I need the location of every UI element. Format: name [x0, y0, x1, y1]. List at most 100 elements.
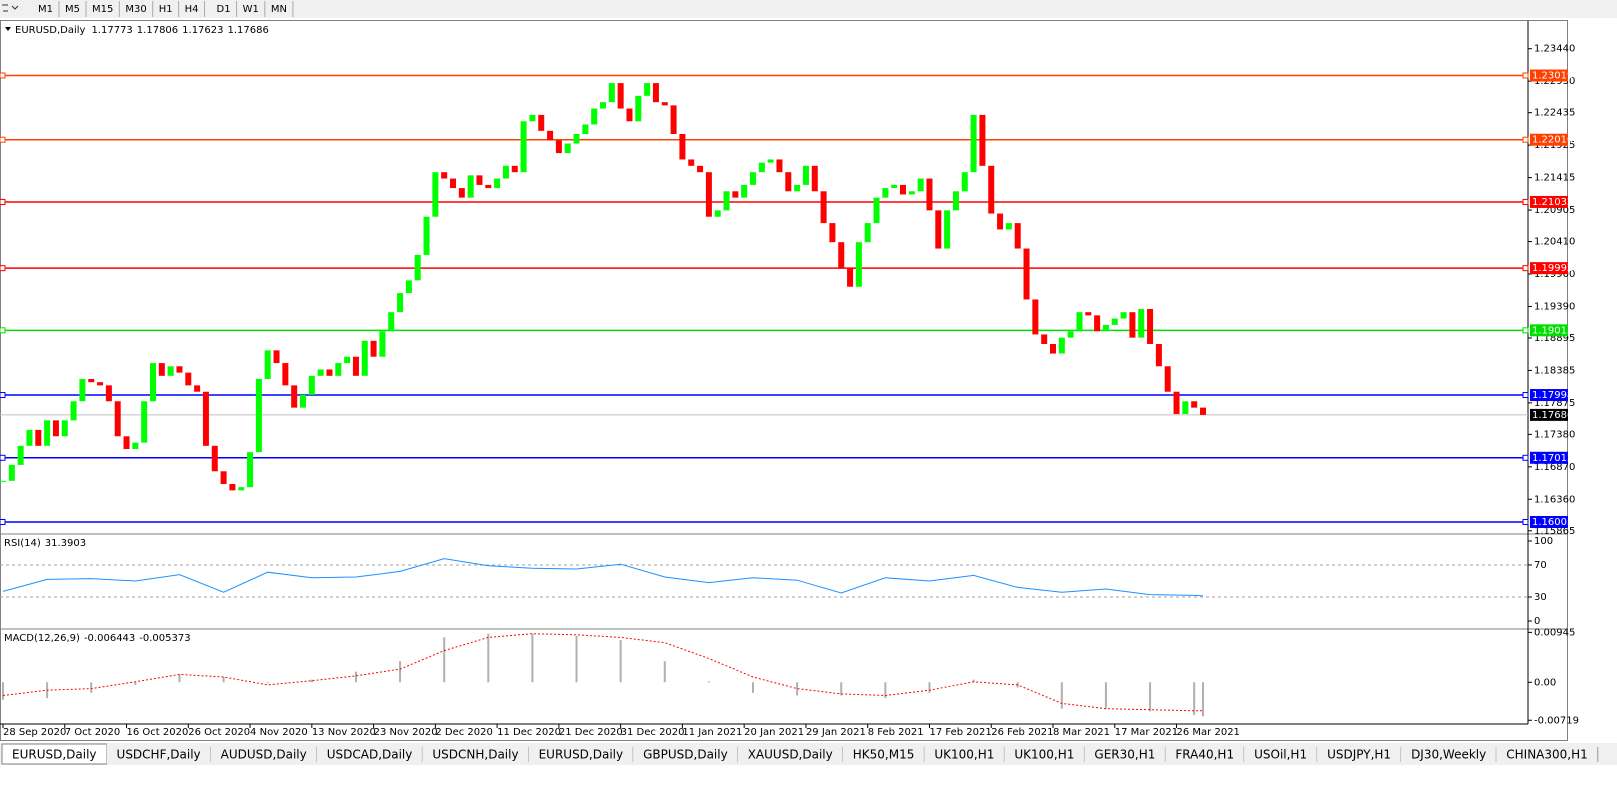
- tab-label[interactable]: USOil,H1: [1254, 748, 1307, 762]
- tab-label[interactable]: HK50,M15: [853, 748, 915, 762]
- candle: [326, 369, 333, 376]
- tab-background[interactable]: [737, 744, 843, 764]
- tab-label[interactable]: EURUSD,Daily: [12, 748, 97, 762]
- timeframe-label[interactable]: D1: [217, 4, 231, 15]
- level-handle[interactable]: [1522, 72, 1529, 79]
- tab-background[interactable]: [1004, 744, 1085, 764]
- candle: [820, 191, 827, 224]
- tab-background[interactable]: [924, 744, 1005, 764]
- level-handle[interactable]: [0, 265, 6, 272]
- timeframe-label[interactable]: MN: [271, 4, 287, 15]
- title-arrow[interactable]: [5, 27, 11, 31]
- level-handle[interactable]: [0, 454, 6, 461]
- tab-background[interactable]: [1165, 744, 1245, 764]
- timeframe-label[interactable]: M1: [38, 4, 53, 15]
- level-handle[interactable]: [0, 392, 6, 399]
- timeframe-label[interactable]: W1: [243, 4, 259, 15]
- tab-background[interactable]: [1317, 744, 1402, 764]
- level-handle[interactable]: [0, 198, 6, 205]
- tab-label[interactable]: DJ30,Weekly: [1411, 748, 1486, 762]
- macd-bar: [972, 679, 975, 683]
- level-handle[interactable]: [0, 518, 6, 525]
- timeframe-label[interactable]: M15: [92, 4, 113, 15]
- timeframe-button[interactable]: H1: [159, 1, 180, 17]
- symbol-tab[interactable]: UK100,H1: [1004, 744, 1085, 764]
- level-handle[interactable]: [1522, 518, 1529, 525]
- level-handle[interactable]: [1522, 136, 1529, 143]
- tab-background[interactable]: [1401, 744, 1497, 764]
- timeframe-button[interactable]: M15: [92, 1, 120, 17]
- symbol-tab[interactable]: USDCAD,Daily: [316, 744, 423, 764]
- symbol-tab[interactable]: USDCNH,Daily: [422, 744, 530, 764]
- level-handle[interactable]: [0, 136, 6, 143]
- level-handle[interactable]: [0, 327, 6, 334]
- tab-label[interactable]: GER30,H1: [1094, 748, 1155, 762]
- symbol-tab[interactable]: AUDUSD,Daily: [210, 744, 318, 764]
- timeframe-label[interactable]: H1: [159, 4, 173, 15]
- level-handle[interactable]: [1522, 198, 1529, 205]
- level-handle[interactable]: [1522, 265, 1529, 272]
- candle: [573, 134, 580, 144]
- candle: [335, 363, 342, 376]
- candle: [255, 379, 262, 453]
- tab-label[interactable]: CHINA300,H1: [1506, 748, 1588, 762]
- timeframe-button[interactable]: W1: [243, 1, 266, 17]
- candle: [344, 356, 351, 364]
- timeframe-button[interactable]: M30: [125, 1, 154, 17]
- tab-background[interactable]: [210, 744, 317, 764]
- tab-background[interactable]: [316, 744, 423, 764]
- tab-label[interactable]: AUDUSD,Daily: [221, 748, 307, 762]
- quote-value: 1.17623: [182, 25, 223, 36]
- symbol-tab[interactable]: EURUSD,Daily: [1, 743, 108, 765]
- candle: [52, 420, 59, 437]
- tab-background[interactable]: [106, 744, 211, 764]
- level-handle[interactable]: [1522, 327, 1529, 334]
- tab-label[interactable]: FRA40,H1: [1175, 748, 1234, 762]
- tab-background[interactable]: [842, 744, 925, 764]
- tab-label[interactable]: GBPUSD,Daily: [643, 748, 728, 762]
- tab-label[interactable]: XAUUSD,Daily: [748, 748, 833, 762]
- symbol-tab[interactable]: USOil,H1: [1244, 744, 1318, 764]
- quote-value: 1.17773: [91, 25, 132, 36]
- symbol-tab[interactable]: CHINA300,H1: [1496, 744, 1599, 764]
- tab-background[interactable]: [1496, 744, 1598, 764]
- tab-label[interactable]: USDCHF,Daily: [117, 748, 201, 762]
- level-handle[interactable]: [0, 72, 6, 79]
- timeframe-button[interactable]: MN: [271, 1, 294, 17]
- timeframe-label[interactable]: H4: [185, 4, 199, 15]
- tab-background[interactable]: [528, 744, 634, 764]
- level-handle[interactable]: [1522, 454, 1529, 461]
- last-price-box: [1530, 408, 1568, 421]
- tab-label[interactable]: UK100,H1: [1014, 748, 1074, 762]
- symbol-tab[interactable]: USDJPY,H1: [1317, 744, 1402, 764]
- symbol-tab[interactable]: UK100,H1: [924, 744, 1005, 764]
- symbol-tab[interactable]: XAUUSD,Daily: [737, 744, 844, 764]
- tab-label[interactable]: USDCNH,Daily: [432, 748, 518, 762]
- timeframe-button[interactable]: D1: [217, 1, 238, 17]
- tab-label[interactable]: USDCAD,Daily: [327, 748, 413, 762]
- tab-label[interactable]: UK100,H1: [934, 748, 994, 762]
- candle: [132, 442, 139, 449]
- symbol-tab[interactable]: EURUSD,Daily: [528, 744, 634, 764]
- timeframe-button[interactable]: M1: [38, 1, 60, 17]
- tab-background[interactable]: [1084, 744, 1166, 764]
- symbol-tab[interactable]: USDCHF,Daily: [106, 744, 212, 764]
- timeframe-label[interactable]: M5: [65, 4, 80, 15]
- tab-label[interactable]: EURUSD,Daily: [539, 748, 624, 762]
- symbol-tab[interactable]: FRA40,H1: [1165, 744, 1245, 764]
- tab-background[interactable]: [1244, 744, 1318, 764]
- toolbar-icon[interactable]: [2, 4, 19, 12]
- symbol-tab[interactable]: HK50,M15: [842, 744, 925, 764]
- tab-label[interactable]: USDJPY,H1: [1327, 748, 1391, 762]
- level-handle[interactable]: [1522, 392, 1529, 399]
- symbol-tab[interactable]: GBPUSD,Daily: [633, 744, 739, 764]
- timeframe-button[interactable]: M5: [65, 1, 87, 17]
- tab-background[interactable]: [633, 744, 738, 764]
- symbol-tab[interactable]: GER30,H1: [1084, 744, 1166, 764]
- timeframe-button[interactable]: H4: [185, 1, 205, 17]
- timeframe-label[interactable]: M30: [125, 4, 146, 15]
- macd-bar: [619, 640, 622, 683]
- tab-background[interactable]: [422, 744, 529, 764]
- symbol-tab[interactable]: DJ30,Weekly: [1401, 744, 1497, 764]
